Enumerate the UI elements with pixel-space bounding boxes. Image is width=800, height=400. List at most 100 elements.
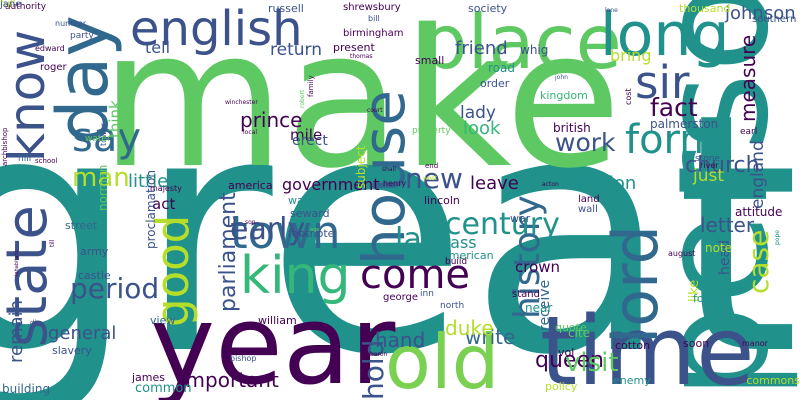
cloud-word-policy: policy	[545, 380, 578, 393]
cloud-word-common: common	[135, 381, 192, 396]
cloud-word-erect: erect	[292, 133, 328, 149]
cloud-word-work: work	[555, 128, 616, 157]
cloud-word-fact: fact	[650, 93, 698, 122]
cloud-word-age: age	[310, 227, 320, 233]
cloud-word-long: long	[600, 0, 730, 70]
cloud-word-whig: whig	[520, 43, 549, 57]
cloud-word-leave: leave	[470, 173, 519, 194]
cloud-word-great: great	[0, 43, 800, 400]
cloud-word-general: general	[48, 323, 117, 344]
cloud-word-die: die	[30, 319, 41, 327]
cloud-word-seward: seward	[290, 207, 330, 220]
cloud-word-army: army	[80, 245, 109, 258]
cloud-word-war: war	[510, 212, 531, 225]
cloud-word-cotton: cotton	[615, 339, 651, 352]
cloud-word-kingdom: kingdom	[540, 89, 588, 102]
cloud-word-soon: soon	[683, 337, 710, 350]
cloud-word-visit: visit	[565, 348, 619, 378]
cloud-word-north: north	[440, 301, 465, 311]
cloud-word-mile: mile	[290, 126, 323, 144]
cloud-word-bring: bring	[610, 46, 652, 65]
cloud-word-earl: earl	[740, 127, 758, 137]
cloud-word-year: year	[150, 281, 396, 400]
cloud-word-period: period	[70, 272, 160, 305]
cloud-word-footnote: footnote	[288, 227, 335, 240]
cloud-word-letter: letter	[700, 213, 755, 237]
cloud-word-hill: hill	[18, 154, 32, 164]
cloud-word-slavery: slavery	[52, 344, 92, 357]
cloud-word-little: little	[128, 171, 169, 192]
cloud-word-form: form	[625, 117, 719, 163]
cloud-word-stone: stone	[695, 154, 720, 164]
cloud-word-baron: baron	[370, 351, 388, 358]
cloud-word-late: late	[395, 222, 452, 257]
cloud-word-british: british	[553, 121, 591, 135]
cloud-word-family: family	[307, 75, 315, 97]
cloud-word-west: west	[423, 175, 438, 182]
cloud-word-john: john	[555, 74, 568, 81]
cloud-word-shrewsbury: shrewsbury	[343, 2, 401, 13]
cloud-word-king: king	[240, 246, 351, 306]
cloud-word-party: party	[70, 31, 94, 41]
cloud-word-proclamation: proclamation	[144, 170, 158, 249]
cloud-word-inn: inn	[420, 289, 434, 299]
cloud-word-remain: remain	[6, 299, 27, 363]
cloud-word-come: come	[360, 252, 471, 298]
cloud-word-george: george	[383, 292, 419, 303]
cloud-word-duke: duke	[445, 316, 494, 340]
cloud-word-court: court	[367, 107, 383, 114]
cloud-word-acton: acton	[542, 181, 559, 188]
cloud-word-america: america	[228, 179, 273, 192]
cloud-word-old: old	[385, 318, 500, 400]
cloud-word-robert: robert	[299, 89, 306, 108]
cloud-word-look: look	[463, 118, 501, 139]
cloud-word-friend: friend	[455, 38, 508, 59]
cloud-word-william: william	[258, 314, 297, 327]
cloud-word-lane: lane	[605, 7, 618, 14]
cloud-word-queen: queen	[535, 348, 604, 373]
cloud-word-place: place	[420, 0, 622, 86]
cloud-word-london: london	[575, 173, 637, 194]
cloud-word-property: property	[412, 126, 451, 136]
cloud-word-act: act	[152, 195, 176, 213]
cloud-word-warwick: warwick	[288, 194, 333, 207]
cloud-word-return: return	[270, 40, 322, 60]
cloud-word-manor: manor	[742, 339, 768, 348]
cloud-word-church: church	[685, 153, 760, 178]
cloud-word-land: land	[578, 194, 600, 205]
cloud-word-write: write	[465, 325, 516, 349]
cloud-word-lord: lord	[599, 225, 672, 344]
cloud-word-crown: crown	[515, 258, 561, 276]
cloud-word-present: present	[333, 41, 375, 54]
cloud-word-english: english	[130, 1, 303, 57]
cloud-word-local: local	[243, 129, 257, 136]
cloud-word-government: government	[282, 175, 380, 194]
cloud-word-archbishop: archbishop	[1, 127, 9, 167]
cloud-word-near: near	[525, 301, 553, 315]
cloud-word-norman: norman	[96, 164, 110, 211]
cloud-word-foot: foot	[693, 292, 715, 305]
cloud-word-new: new	[405, 162, 463, 195]
cloud-word-quote: quote	[555, 321, 587, 334]
cloud-word-iii: iii	[735, 337, 741, 345]
cloud-word-august: august	[668, 249, 696, 258]
cloud-word-pass: pass	[440, 233, 477, 252]
cloud-word-small: small	[415, 54, 445, 67]
cloud-word-russell: russell	[268, 2, 304, 15]
cloud-word-time: time	[540, 297, 755, 400]
cloud-word-sir: sir	[635, 56, 690, 109]
cloud-word-cite: cite	[568, 326, 591, 340]
cloud-word-southern: southern	[752, 14, 797, 25]
cloud-word-authority: authority	[5, 2, 47, 12]
cloud-word-roger: roger	[40, 62, 67, 73]
cloud-word-order: order	[480, 77, 510, 90]
cloud-word-view: view	[150, 314, 176, 327]
cloud-word-majesty: majesty	[150, 184, 182, 193]
cloud-word-note: note	[705, 241, 733, 255]
cloud-word-cost: cost	[624, 88, 633, 105]
cloud-word-hand: hand	[375, 328, 426, 352]
cloud-word-building: building	[2, 382, 51, 396]
cloud-word-tell: tell	[145, 38, 171, 57]
cloud-word-pope: pope	[774, 230, 781, 245]
